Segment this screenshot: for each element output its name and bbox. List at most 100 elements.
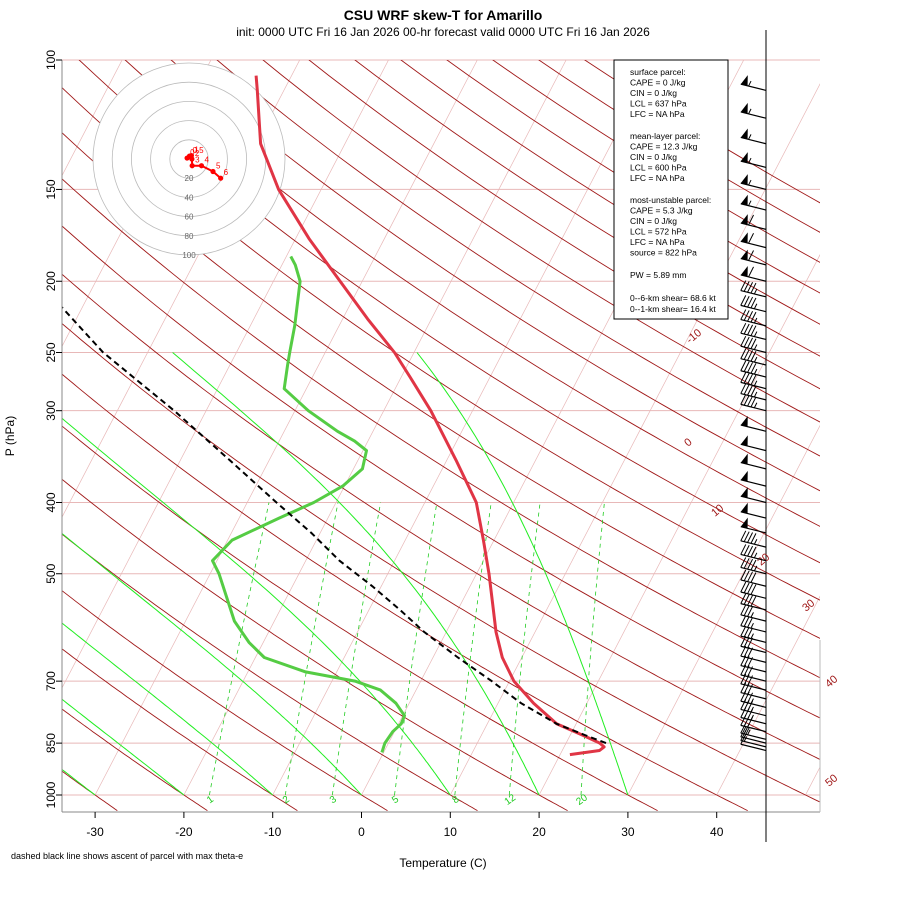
wind-barb xyxy=(740,309,767,327)
hodograph-point-label: 2 xyxy=(195,149,200,158)
wind-barb-flag xyxy=(750,572,757,583)
wind-barb-staff xyxy=(740,724,767,733)
wind-barb-pennant xyxy=(740,102,748,114)
hodograph-point xyxy=(218,175,224,181)
wind-barb-flag xyxy=(743,558,750,569)
wind-barb-flag xyxy=(740,625,747,637)
dry-adiabats xyxy=(62,60,820,812)
wind-barb-pennant xyxy=(740,502,748,514)
wind-barb-half-flag xyxy=(753,303,758,310)
dry-adiabat-line xyxy=(62,373,748,812)
y-tick-label: 200 xyxy=(44,271,58,291)
mu-lcl: LCL = 572 hPa xyxy=(630,227,687,237)
wind-barb-staff xyxy=(740,553,767,562)
sounding-profiles xyxy=(62,75,607,757)
wind-barb xyxy=(740,102,767,119)
wind-barb-flag xyxy=(750,546,757,558)
wind-barb xyxy=(740,664,767,682)
mu-cape: CAPE = 5.3 J/kg xyxy=(630,206,693,216)
wind-barb xyxy=(740,715,767,733)
wind-barb-flag xyxy=(740,690,747,702)
wind-barb-flag xyxy=(740,593,747,604)
dry-adiabat-line xyxy=(216,60,820,457)
dry-adiabat-label: 10 xyxy=(709,502,726,519)
wind-barb-staff xyxy=(740,526,767,534)
wind-barb-flag xyxy=(747,311,754,322)
wind-barb-flag xyxy=(743,323,750,335)
isotherm-grid xyxy=(62,60,820,796)
wind-barb xyxy=(740,569,767,587)
wind-barb-flag xyxy=(750,595,757,607)
wind-barb-flag xyxy=(740,322,747,334)
wind-barb-staff xyxy=(740,258,767,266)
wind-barb-flag xyxy=(747,296,754,308)
wind-barb-flag xyxy=(743,361,750,372)
dry-adiabat-line xyxy=(62,87,820,601)
plot-frame xyxy=(61,30,821,842)
temperature-profile-line xyxy=(254,75,606,757)
moist-adiabat-line xyxy=(172,352,540,796)
wind-barb-flag xyxy=(750,311,757,323)
wind-barb xyxy=(740,295,767,313)
wind-barb-flag xyxy=(740,557,747,568)
wind-barb-staff xyxy=(740,392,767,401)
wind-barb-staff xyxy=(740,240,767,249)
wind-barb-flag xyxy=(743,349,750,360)
wind-barb-flag xyxy=(747,373,754,385)
wind-barb-flag xyxy=(740,530,747,542)
wind-barb-staff xyxy=(740,403,767,412)
mixing-ratio-line xyxy=(580,502,605,796)
wind-barb-flag xyxy=(743,281,750,292)
wind-barb-flag xyxy=(747,545,754,557)
wind-barb-flag xyxy=(740,394,747,405)
wind-barb-staff xyxy=(740,708,767,717)
wind-barb-staff xyxy=(740,443,767,452)
wind-barb-pennant xyxy=(740,435,748,447)
wind-barb xyxy=(740,530,767,548)
wind-barb-flag xyxy=(743,582,750,594)
precipitable-water: PW = 5.89 mm xyxy=(630,270,686,280)
mixing-ratio-label: 5 xyxy=(390,794,401,806)
wind-barb-flag xyxy=(747,350,754,361)
wind-barb-half-flag xyxy=(753,344,758,350)
mixing-ratio-label: 3 xyxy=(328,794,339,806)
wind-barb-flag xyxy=(750,351,757,362)
parcel-profile-line xyxy=(62,305,607,745)
dry-adiabat-line xyxy=(308,60,820,390)
axis-ticks: -30 -20 -10 0 10 20 30 401001502002503004005007… xyxy=(44,50,724,839)
wind-barb-flag xyxy=(740,383,747,394)
wind-barb-staff xyxy=(740,358,767,366)
wind-barb-flag xyxy=(747,571,754,582)
mixing-ratio-label: 8 xyxy=(450,794,461,806)
dry-adiabat-label: 30 xyxy=(800,597,817,614)
wind-barb-flag xyxy=(740,604,747,616)
dry-adiabat-line xyxy=(62,590,388,811)
wind-barb-flag xyxy=(750,396,757,408)
y-tick-label: 150 xyxy=(44,179,58,199)
wind-barb-flag xyxy=(743,594,750,605)
wind-barb-pennant xyxy=(740,232,748,244)
wind-barb-flag xyxy=(740,734,747,745)
wind-barb-flag xyxy=(747,637,754,649)
surface-lcl: LCL = 637 hPa xyxy=(630,99,687,109)
wind-barb-staff xyxy=(740,614,767,622)
wind-barbs xyxy=(740,75,767,752)
wind-barb-flag xyxy=(747,324,754,336)
wind-barb-pennant xyxy=(740,517,748,529)
wind-barb-half-flag xyxy=(753,565,758,572)
wind-barb-half-flag xyxy=(753,380,758,386)
x-tick-label: 0 xyxy=(358,825,365,839)
wind-barb xyxy=(740,214,767,230)
y-tick-label: 500 xyxy=(44,563,58,583)
moist-adiabat-line xyxy=(62,532,362,796)
wind-barb-pennant xyxy=(740,265,748,277)
shear-0-1km: 0--1-km shear= 16.4 kt xyxy=(630,304,716,314)
wind-barb-flag xyxy=(750,374,757,386)
wind-barb-staff xyxy=(740,111,767,119)
wind-barb xyxy=(740,280,767,298)
y-tick-label: 400 xyxy=(44,492,58,512)
wind-barb xyxy=(740,734,767,752)
wind-barb-flag xyxy=(743,605,750,616)
